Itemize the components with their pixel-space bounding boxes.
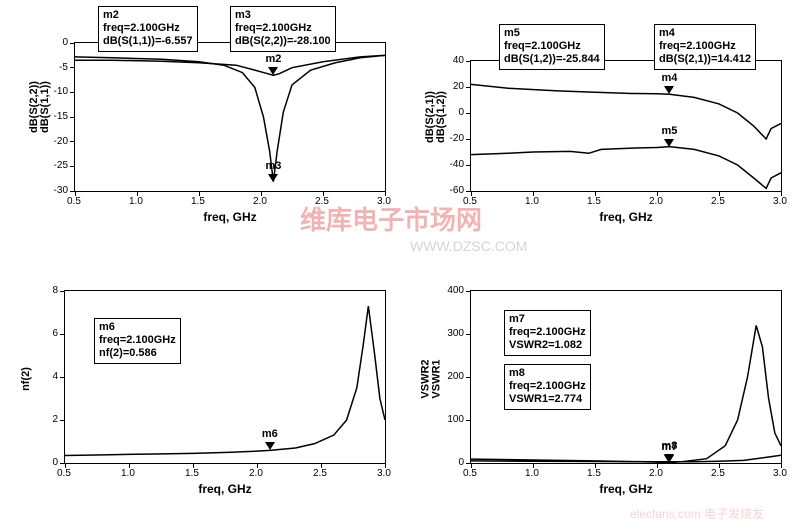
plot-bl: 0.51.01.52.02.53.002468m6 xyxy=(64,290,386,464)
watermark-url: WWW.DZSC.COM xyxy=(410,238,527,254)
marker-box-m2: m2 freq=2.100GHz dB(S(1,1))=-6.557 xyxy=(98,6,198,52)
marker-box-m8: m8 freq=2.100GHz VSWR1=2.774 xyxy=(504,364,591,410)
marker-box-m3: m3 freq=2.100GHz dB(S(2,2))=-28.100 xyxy=(230,6,336,52)
panel-bl: 0.51.01.52.02.53.002468m6 nf(2) freq, GH… xyxy=(8,278,396,508)
marker-tri-m3 xyxy=(268,174,278,182)
marker-label-m3: m3 xyxy=(265,160,281,172)
xlabel-bl: freq, GHz xyxy=(64,482,386,496)
marker-box-m6: m6 freq=2.100GHz nf(2)=0.586 xyxy=(94,318,181,364)
xlabel-tr: freq, GHz xyxy=(470,210,782,224)
xlabel-br: freq, GHz xyxy=(470,482,782,496)
panel-br: 0.51.01.52.02.53.00100200300400m7m8 VSWR… xyxy=(404,278,792,508)
marker-tri-m4 xyxy=(664,86,674,94)
xlabel-tl: freq, GHz xyxy=(74,210,386,224)
marker-tri-m2 xyxy=(268,67,278,75)
marker-label-m6: m6 xyxy=(262,428,278,440)
ylabel-br-2: VSWR1 xyxy=(431,359,443,398)
marker-box-m5: m5 freq=2.100GHz dB(S(1,2))=-25.844 xyxy=(499,24,605,70)
ylabel-tl-2: dB(S(1,1)) xyxy=(39,81,51,133)
marker-box-m7: m7 freq=2.100GHz VSWR2=1.082 xyxy=(504,310,591,356)
panel-tl: 0.51.01.52.02.53.0-30-25-20-15-10-50m2m3… xyxy=(8,6,396,236)
marker-tri-m5 xyxy=(664,139,674,147)
curve-s21 xyxy=(471,84,781,139)
marker-label-m2: m2 xyxy=(265,53,281,65)
marker-label-m8: m8 xyxy=(661,440,677,452)
plot-tl: 0.51.01.52.02.53.0-30-25-20-15-10-50m2m3 xyxy=(74,42,386,192)
marker-label-m5: m5 xyxy=(661,125,677,137)
ylabel-bl: nf(2) xyxy=(20,367,32,391)
curve-s12 xyxy=(471,147,781,189)
plot-tr: 0.51.01.52.02.53.0-60-40-2002040m4m5 xyxy=(470,60,782,192)
marker-box-m4: m4 freq=2.100GHz dB(S(2,1))=14.412 xyxy=(654,24,756,70)
marker-tri-m8 xyxy=(664,454,674,462)
curve-s22 xyxy=(75,55,385,181)
marker-tri-m6 xyxy=(265,442,275,450)
ylabel-tr-2: dB(S(1,2)) xyxy=(435,91,447,143)
panel-tr: 0.51.01.52.02.53.0-60-40-2002040m4m5 dB(… xyxy=(404,6,792,236)
marker-label-m4: m4 xyxy=(661,72,677,84)
